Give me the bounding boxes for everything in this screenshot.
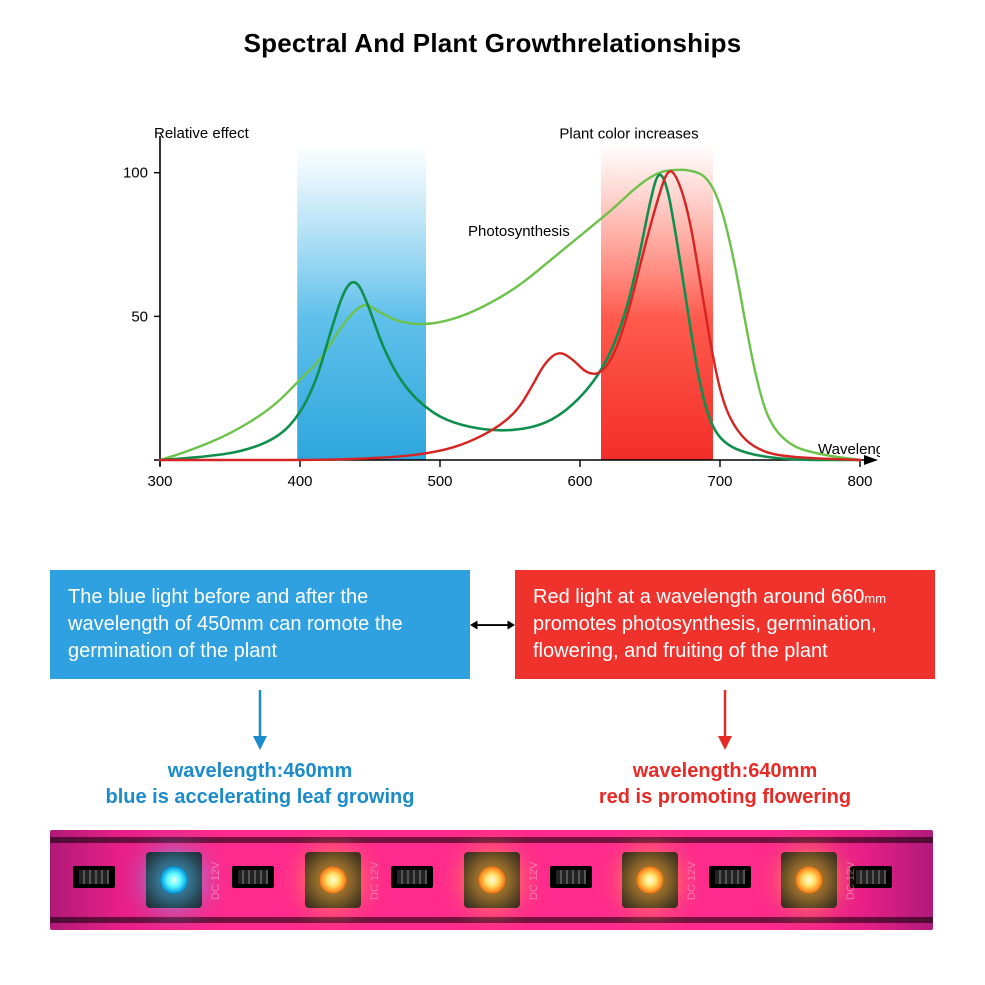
led-strip-image: DC 12V DC 12V DC 12V DC 12V DC 12V <box>50 830 933 930</box>
chart-annotation: Photosynthesis <box>468 223 570 240</box>
strip-voltage-label: DC 12V <box>210 861 222 900</box>
x-tick-label: 400 <box>287 473 312 490</box>
blue-band <box>297 144 426 460</box>
page-title: Spectral And Plant Growthrelationships <box>0 0 985 59</box>
blue-info-box: The blue light before and after the wave… <box>50 570 470 679</box>
red-info-box: Red light at a wavelength around 660mm p… <box>515 570 935 679</box>
down-arrow-blue-icon <box>250 690 270 750</box>
x-tick-label: 800 <box>847 473 872 490</box>
x-tick-label: 300 <box>147 473 172 490</box>
red-caption-line2: red is promoting flowering <box>515 784 935 810</box>
y-tick-label: 100 <box>123 165 148 182</box>
captions-row: wavelength:460mm blue is accelerating le… <box>50 758 935 810</box>
strip-voltage-label: DC 12V <box>686 861 698 900</box>
blue-caption: wavelength:460mm blue is accelerating le… <box>50 758 470 810</box>
chart-annotation: Plant color increases <box>559 125 698 142</box>
info-row: The blue light before and after the wave… <box>50 570 935 679</box>
blue-caption-line2: blue is accelerating leaf growing <box>50 784 470 810</box>
x-tick-label: 600 <box>567 473 592 490</box>
red-band <box>601 144 713 460</box>
led-amber-icon <box>305 852 361 908</box>
strip-voltage-label: DC 12V <box>528 861 540 900</box>
down-arrows-row <box>50 690 935 750</box>
red-curve <box>160 171 860 460</box>
resistor-icon <box>550 866 592 888</box>
resistor-icon <box>391 866 433 888</box>
red-caption-line1: wavelength:640mm <box>515 758 935 784</box>
resistor-icon <box>709 866 751 888</box>
y-tick-label: 50 <box>131 308 148 325</box>
double-arrow-icon <box>470 570 515 679</box>
x-tick-label: 700 <box>707 473 732 490</box>
led-amber-icon <box>622 852 678 908</box>
led-amber-icon <box>464 852 520 908</box>
down-arrow-red-icon <box>715 690 735 750</box>
red-info-unit: mm <box>864 591 886 606</box>
strip-voltage-label: DC 12V <box>369 861 381 900</box>
resistor-icon <box>73 866 115 888</box>
led-blue-icon <box>146 852 202 908</box>
blue-caption-line1: wavelength:460mm <box>50 758 470 784</box>
red-caption: wavelength:640mm red is promoting flower… <box>515 758 935 810</box>
x-tick-label: 500 <box>427 473 452 490</box>
resistor-icon <box>232 866 274 888</box>
spectral-chart: 50100300400500600700800Relative effectWa… <box>100 120 880 520</box>
strip-voltage-label: DC 12V <box>845 861 857 900</box>
led-amber-icon <box>781 852 837 908</box>
red-info-text-b: promotes photosynthesis, germination, fl… <box>533 613 877 662</box>
red-info-text-a: Red light at a wavelength around 660 <box>533 586 864 608</box>
y-axis-label: Relative effect <box>154 125 250 142</box>
